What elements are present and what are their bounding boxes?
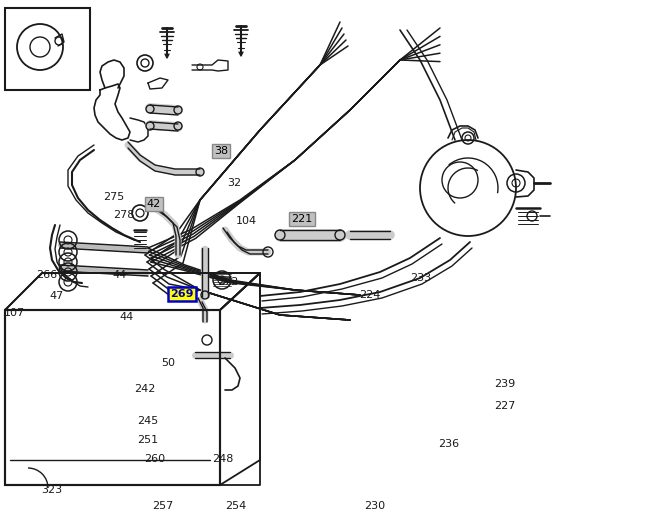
Text: 254: 254 (225, 501, 247, 511)
Text: 42: 42 (147, 199, 161, 209)
Text: 323: 323 (42, 485, 63, 495)
Text: 278: 278 (113, 210, 135, 220)
Text: 236: 236 (438, 439, 459, 449)
Text: 248: 248 (212, 454, 234, 464)
Text: 251: 251 (137, 435, 159, 445)
Bar (5, 310, 220, 485)
Text: 221: 221 (292, 214, 313, 224)
Text: 47: 47 (50, 291, 64, 301)
Text: 272: 272 (217, 277, 239, 287)
Bar (5, 8, 90, 90)
Text: 224: 224 (360, 290, 381, 300)
Text: 44: 44 (120, 312, 134, 322)
Text: 275: 275 (103, 192, 125, 202)
Text: 227: 227 (494, 401, 516, 411)
Text: 230: 230 (364, 501, 385, 511)
Text: 32: 32 (227, 178, 241, 188)
Text: 266: 266 (36, 270, 58, 280)
Text: 239: 239 (494, 379, 516, 389)
Text: 38: 38 (214, 146, 228, 156)
Polygon shape (5, 273, 260, 310)
Text: 260: 260 (145, 454, 165, 464)
Text: 242: 242 (134, 384, 156, 394)
Text: 107: 107 (3, 308, 24, 318)
Text: 257: 257 (153, 501, 174, 511)
Text: 245: 245 (137, 416, 159, 426)
Text: 233: 233 (410, 273, 432, 283)
Text: 50: 50 (161, 358, 175, 368)
Text: 104: 104 (235, 216, 256, 226)
Text: 269: 269 (171, 289, 194, 299)
Text: 44: 44 (113, 270, 127, 280)
Polygon shape (220, 273, 260, 485)
Bar (5, 310, 220, 485)
